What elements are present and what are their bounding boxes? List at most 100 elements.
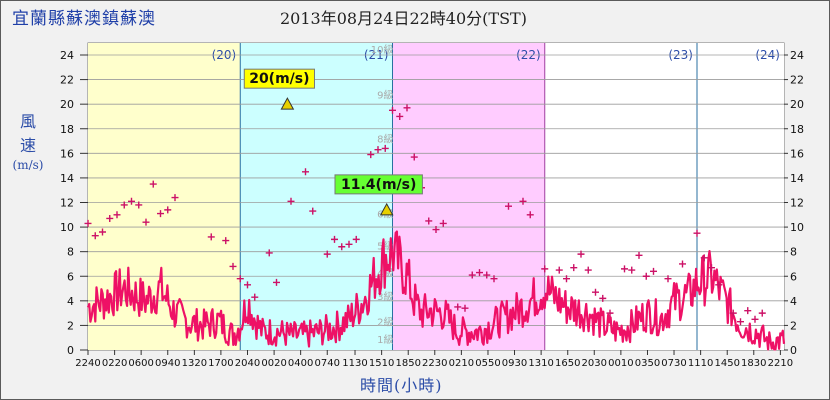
y-tick-label-right: 14 [790,172,804,185]
x-tick-label: 2210 [768,358,793,369]
gust-marker [135,201,143,209]
y-tick-label: 0 [67,344,74,357]
y-tick-label: 4 [67,295,74,308]
x-tick-label: 2030 [582,358,607,369]
x-tick-label: 1450 [715,358,740,369]
gust-marker [439,219,447,227]
annotation-label: 20(m/s) [249,71,309,87]
x-tick-label: 0220 [102,358,127,369]
x-tick-label: 0940 [155,358,180,369]
gust-marker [599,294,607,302]
y-tick-label: 12 [60,197,74,210]
gust-marker [541,265,549,273]
gust-marker [635,251,643,259]
y-tick-label: 2 [67,319,74,332]
y-tick-label: 16 [60,147,74,160]
gust-marker [650,267,657,275]
gust-marker [331,235,338,243]
gust-marker [389,106,396,114]
gust-marker [142,218,150,226]
y-tick-label-right: 16 [790,147,804,160]
x-tick-label: 0210 [449,358,474,369]
gust-marker [483,271,491,279]
y-tick-label-right: 22 [790,74,804,87]
y-tick-label-right: 8 [790,246,797,259]
gust-marker [693,229,701,237]
gust-marker [729,309,737,317]
gust-marker [396,112,404,120]
gust-marker [584,266,592,274]
y-tick-label: 14 [60,172,74,185]
gust-marker [410,153,418,161]
gust-marker [164,206,172,214]
gust-marker [265,249,273,257]
gust-marker [505,202,512,210]
x-tick-label: 0930 [502,358,527,369]
y-tick-label: 24 [60,49,74,62]
gust-marker [99,228,106,236]
beaufort-label: 8級 [377,133,393,146]
y-tick-label: 8 [67,246,74,259]
annotation-box [243,68,315,89]
observation-time: 2013年08月24日22時40分(TST) [280,9,527,28]
y-tick-label-right: 4 [790,295,797,308]
beaufort-label: 9級 [377,88,393,101]
gust-marker [563,275,570,283]
y-tick-label: 10 [60,221,74,234]
gust-marker [84,219,92,227]
gust-marker [229,262,237,270]
x-tick-label: 1510 [369,358,394,369]
y-tick-label-right: 24 [790,49,804,62]
gust-marker [171,194,179,202]
y-axis-label-char-1: 風 [19,112,36,131]
annotation-label: 11.4(m/s) [341,177,416,193]
gust-marker [526,211,534,219]
y-tick-label-right: 18 [790,123,804,136]
x-tick-label: 0550 [475,358,500,369]
gust-marker [570,264,578,272]
y-tick-label-right: 0 [790,344,797,357]
gust-marker [519,197,527,205]
y-tick-label-right: 2 [790,319,797,332]
gust-marker [592,288,599,296]
gust-marker [628,266,636,274]
gust-marker [751,315,759,323]
x-tick-label: 1320 [182,358,207,369]
gust-marker [106,214,114,222]
gust-marker [367,151,375,159]
y-tick-label: 6 [67,270,74,283]
gust-marker [461,304,469,312]
station-name: 宜蘭縣蘇澳鎮蘇澳 [12,9,156,29]
x-tick-label: 1650 [555,358,580,369]
x-tick-label: 0400 [288,358,313,369]
gust-marker [251,293,259,301]
beaufort-label: 3級 [377,290,393,303]
x-axis-label: 時間(小時) [360,376,443,395]
gust-marker [555,266,563,274]
x-tick-label: 1850 [396,358,421,369]
gust-marker [700,254,708,262]
gust-marker [222,237,230,245]
y-tick-label-right: 20 [790,98,804,111]
gust-marker [744,307,752,315]
day-band [240,43,393,350]
gust-marker [708,264,715,272]
x-tick-label: 0010 [608,358,633,369]
gust-marker [621,265,628,273]
x-tick-label: 0730 [661,358,686,369]
gust-marker [425,217,433,225]
x-tick-label: 1830 [741,358,766,369]
x-tick-label: 2040 [235,358,260,369]
gust-marker [128,197,135,205]
gust-marker [287,197,295,205]
x-tick-label: 2230 [422,358,447,369]
y-tick-label-right: 6 [790,270,797,283]
y-tick-label-right: 10 [790,221,804,234]
beaufort-label: 10級 [371,43,394,56]
gust-marker [302,168,309,176]
gust-marker [468,271,476,279]
gust-marker [381,144,389,152]
gust-marker [490,275,498,283]
y-tick-label: 22 [60,74,74,87]
